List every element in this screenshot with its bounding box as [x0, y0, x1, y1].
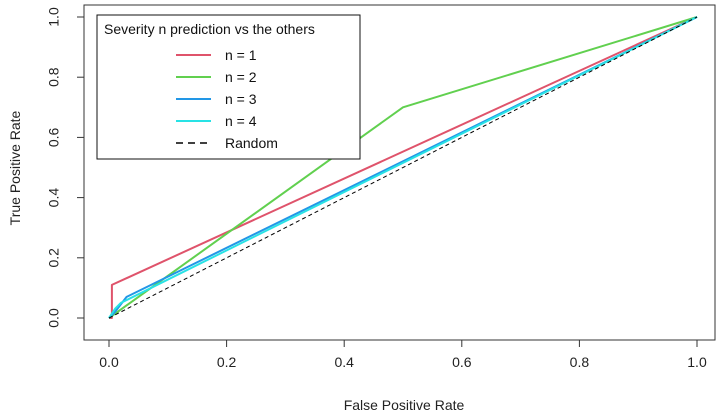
- series-line-random: [108, 16, 698, 319]
- y-tick-label: 0.8: [46, 67, 62, 87]
- x-tick-label: 1.0: [687, 354, 707, 370]
- x-tick-label: 0.2: [217, 354, 237, 370]
- legend-entry: n = 3: [225, 91, 257, 107]
- legend-entry: Random: [225, 135, 278, 151]
- x-tick-label: 0.4: [334, 354, 354, 370]
- series-line-n4: [108, 16, 698, 319]
- legend-entry: n = 1: [225, 47, 257, 63]
- y-axis-label: True Positive Rate: [7, 110, 23, 225]
- axes: 0.0 0.2 0.4 0.6 0.8 1.0 0.0 0.2 0.4 0.6 0.8 1.0: [46, 4, 716, 370]
- series-line-n2: [108, 16, 698, 319]
- y-tick-label: 0.6: [46, 127, 62, 147]
- x-tick-label: 0.6: [452, 354, 472, 370]
- legend-title: Severity n prediction vs the others: [104, 21, 315, 37]
- legend-entry: n = 4: [225, 113, 257, 129]
- x-axis-label: False Positive Rate: [344, 397, 465, 413]
- legend-box: [96, 14, 361, 160]
- x-tick-label: 0.8: [570, 354, 590, 370]
- legend-entry: n = 2: [225, 69, 257, 85]
- y-tick-label: 1.0: [46, 7, 62, 27]
- legend: Severity n prediction vs the others n = 1…: [96, 14, 361, 160]
- y-tick-label: 0.0: [46, 308, 62, 328]
- y-tick-label: 0.4: [46, 188, 62, 208]
- plot-lines: [108, 16, 698, 319]
- x-tick-label: 0.0: [99, 354, 119, 370]
- y-tick-label: 0.2: [46, 248, 62, 268]
